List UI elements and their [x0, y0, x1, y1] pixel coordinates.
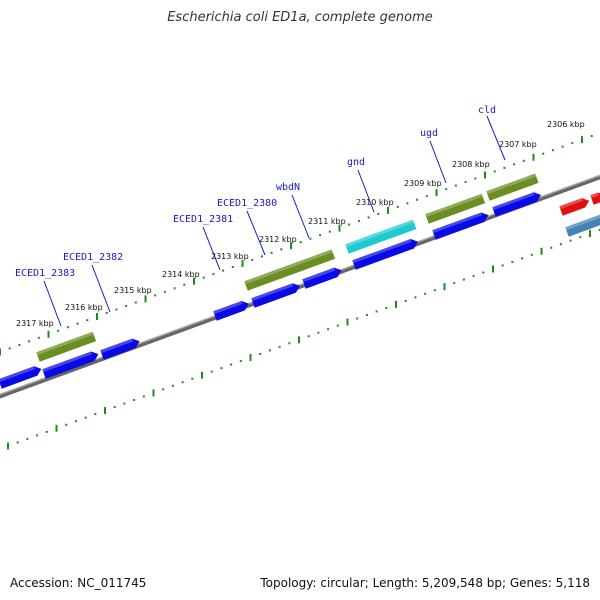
- gene-block-blue-9-highlight: [492, 192, 535, 211]
- gene-block-olive-1: [36, 331, 97, 362]
- map-title: Escherichia coli ED1a, complete genome: [167, 10, 433, 25]
- kbp-label-2312: 2312 kbp: [259, 235, 297, 244]
- outer-tick-track: [0, 135, 593, 356]
- kbp-label-2306: 2306 kbp: [547, 120, 585, 129]
- gene-label-ugd: ugd: [420, 128, 438, 139]
- gene-label-ECED1-2381: ECED1_2381: [173, 214, 233, 225]
- kbp-label-2310: 2310 kbp: [356, 198, 394, 207]
- gene-block-red-1-highlight: [559, 198, 583, 210]
- kbp-label-2317: 2317 kbp: [16, 319, 54, 328]
- gene-block-blue-8-body: [432, 212, 489, 240]
- inner-tick-track: [7, 229, 600, 450]
- gene-block-steel-1-body: [565, 213, 600, 237]
- gene-block-blue-2: [42, 351, 99, 379]
- gene-block-red-1-body: [559, 198, 590, 216]
- gene-block-blue-8-highlight: [432, 212, 483, 234]
- genome-summary-text: Topology: circular; Length: 5,209,548 bp…: [260, 576, 590, 590]
- gene-label-ECED1-2380: ECED1_2380: [217, 198, 277, 209]
- gene-block-blue-5-body: [251, 283, 300, 308]
- gene-block-olive-2: [244, 249, 336, 291]
- gene-block-olive-4-body: [486, 173, 539, 201]
- gene-block-blue-1-highlight: [0, 366, 36, 383]
- gene-block-blue-1: [0, 366, 42, 389]
- gene-block-blue-7-highlight: [352, 239, 412, 264]
- gene-block-olive-2-highlight: [244, 249, 333, 285]
- kbp-label-2313: 2313 kbp: [211, 252, 249, 261]
- gene-block-blue-3-body: [100, 338, 140, 360]
- gene-block-blue-9: [492, 192, 541, 217]
- gene-block-olive-3: [425, 193, 486, 224]
- gene-block-cyan-1-highlight: [345, 219, 414, 248]
- gene-block-blue-8: [432, 212, 489, 240]
- gene-block-olive-3-body: [425, 193, 486, 224]
- kbp-label-2314: 2314 kbp: [162, 270, 200, 279]
- gene-block-blue-5-highlight: [251, 283, 294, 302]
- gene-block-blue-9-body: [492, 192, 541, 217]
- gene-block-red-2: [590, 192, 600, 205]
- gene-block-steel-1: [565, 213, 600, 237]
- accession-text: Accession: NC_011745: [10, 576, 147, 590]
- gene-block-olive-1-highlight: [36, 331, 94, 356]
- gene-block-red-2-body: [590, 192, 600, 205]
- gene-block-blue-4-body: [213, 301, 249, 321]
- gene-block-olive-3-highlight: [425, 193, 483, 218]
- gene-block-olive-1-body: [36, 331, 97, 362]
- gene-blocks: [0, 173, 600, 389]
- leader-line-5: [202, 226, 221, 271]
- gene-block-blue-7-body: [352, 239, 418, 270]
- gene-block-blue-5: [251, 283, 300, 308]
- gene-block-blue-3-highlight: [100, 338, 134, 354]
- label-leader-lines: [43, 115, 506, 327]
- leader-line-4: [246, 210, 266, 256]
- gene-block-red-1: [559, 198, 590, 216]
- gene-block-blue-2-body: [42, 351, 99, 379]
- kbp-label-2316: 2316 kbp: [65, 303, 103, 312]
- gene-block-blue-2-highlight: [42, 351, 93, 373]
- gene-labels: cld ugd gnd wbdN ECED1_2380 ECED1_2381 E…: [15, 105, 496, 279]
- leader-line-2: [357, 169, 375, 213]
- kbp-label-2309: 2309 kbp: [404, 179, 442, 188]
- leader-line-3: [291, 194, 310, 239]
- kbp-label-2315: 2315 kbp: [114, 286, 152, 295]
- leader-line-1: [429, 140, 447, 184]
- gene-block-steel-1-highlight: [565, 213, 600, 231]
- gene-block-red-2-highlight: [590, 192, 599, 199]
- gene-label-ECED1-2382: ECED1_2382: [63, 252, 123, 263]
- gene-block-olive-4: [486, 173, 539, 201]
- gene-label-wbdN: wbdN: [276, 182, 300, 193]
- gene-label-gnd: gnd: [347, 157, 365, 168]
- kbp-labels: 2306 kbp 2307 kbp 2308 kbp 2309 kbp 2310…: [16, 120, 585, 328]
- gene-block-blue-1-body: [0, 366, 42, 389]
- leader-line-0: [486, 115, 506, 161]
- gene-block-blue-6: [302, 267, 342, 289]
- gene-label-cld: cld: [478, 105, 496, 116]
- leader-line-7: [43, 280, 62, 327]
- gene-block-blue-7: [352, 239, 418, 270]
- gene-block-blue-4-highlight: [213, 301, 243, 315]
- gene-block-blue-6-body: [302, 267, 342, 289]
- gene-block-olive-4-highlight: [486, 173, 537, 195]
- kbp-label-2307: 2307 kbp: [499, 140, 537, 149]
- kbp-label-2308: 2308 kbp: [452, 160, 490, 169]
- gene-block-cyan-1: [345, 219, 417, 254]
- gene-block-blue-6-highlight: [302, 267, 336, 283]
- gene-block-blue-4: [213, 301, 249, 321]
- kbp-label-2311: 2311 kbp: [308, 217, 346, 226]
- gene-block-cyan-1-body: [345, 219, 417, 254]
- leader-line-6: [91, 264, 111, 313]
- gene-block-blue-3: [100, 338, 140, 360]
- gene-label-ECED1-2383: ECED1_2383: [15, 268, 75, 279]
- gene-block-olive-2-body: [244, 249, 336, 291]
